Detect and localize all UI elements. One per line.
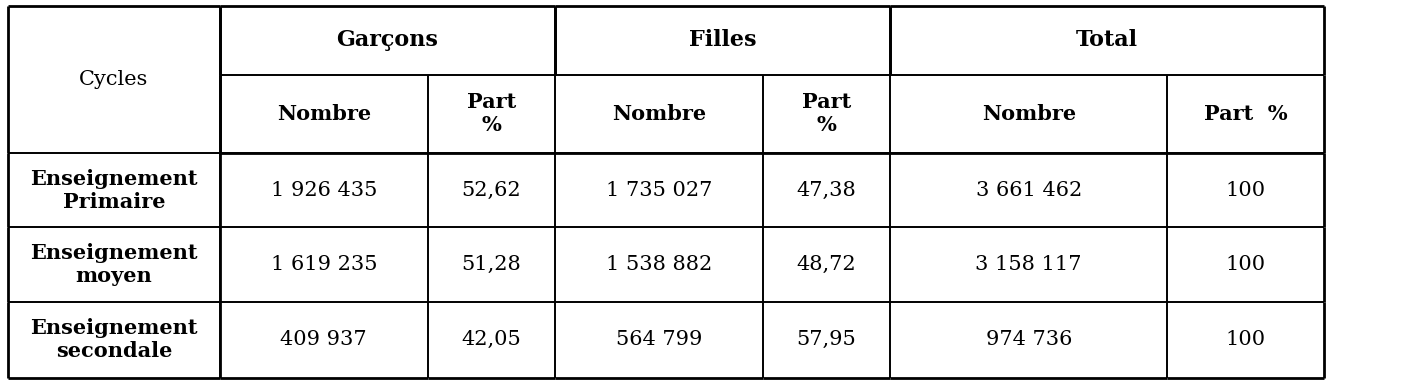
- Text: 51,28: 51,28: [461, 255, 521, 274]
- Text: 3 661 462: 3 661 462: [975, 180, 1082, 200]
- Text: Nombre: Nombre: [277, 104, 371, 124]
- Text: 100: 100: [1226, 255, 1265, 274]
- Text: 47,38: 47,38: [797, 180, 856, 200]
- Text: Cycles: Cycles: [80, 70, 149, 89]
- Text: 100: 100: [1226, 330, 1265, 349]
- Text: Enseignement
moyen: Enseignement moyen: [31, 243, 198, 286]
- Text: Part
%: Part %: [801, 92, 852, 136]
- Text: 1 538 882: 1 538 882: [605, 255, 712, 274]
- Text: 52,62: 52,62: [461, 180, 521, 200]
- Text: 42,05: 42,05: [461, 330, 521, 349]
- Text: 1 619 235: 1 619 235: [270, 255, 377, 274]
- Text: 48,72: 48,72: [797, 255, 856, 274]
- Text: 3 158 117: 3 158 117: [975, 255, 1082, 274]
- Text: 1 926 435: 1 926 435: [270, 180, 377, 200]
- Text: 57,95: 57,95: [797, 330, 856, 349]
- Text: Part  %: Part %: [1203, 104, 1288, 124]
- Text: Garçons: Garçons: [336, 30, 439, 51]
- Text: Filles: Filles: [689, 30, 757, 51]
- Text: Enseignement
Primaire: Enseignement Primaire: [31, 169, 198, 212]
- Text: 564 799: 564 799: [616, 330, 702, 349]
- Text: Nombre: Nombre: [982, 104, 1076, 124]
- Text: 100: 100: [1226, 180, 1265, 200]
- Text: Nombre: Nombre: [612, 104, 706, 124]
- Text: Enseignement
secondale: Enseignement secondale: [31, 318, 198, 361]
- Text: 1 735 027: 1 735 027: [605, 180, 712, 200]
- Text: 974 736: 974 736: [985, 330, 1072, 349]
- Text: Total: Total: [1076, 30, 1138, 51]
- Text: Part
%: Part %: [467, 92, 516, 136]
- Text: 409 937: 409 937: [280, 330, 367, 349]
